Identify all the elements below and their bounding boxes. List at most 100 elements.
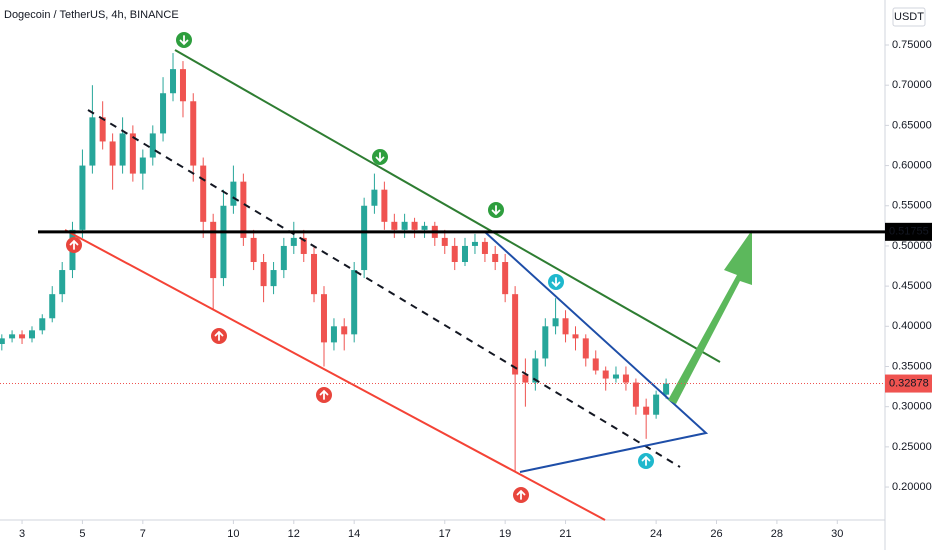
candle-body: [200, 165, 207, 222]
candle-body: [290, 237, 297, 246]
x-tick-label: 3: [19, 528, 25, 540]
candle-body: [19, 334, 26, 339]
last-price-box: [885, 374, 932, 393]
x-tick-label: 12: [288, 528, 300, 540]
icons: [66, 32, 654, 503]
candle-body: [492, 253, 499, 263]
mid-line: [87, 109, 681, 468]
candle-body: [250, 237, 257, 263]
candle-body: [401, 221, 408, 230]
candle-body: [381, 189, 388, 222]
candle-body: [542, 326, 549, 359]
candle-body: [582, 338, 589, 359]
level-box: [885, 222, 932, 241]
wedge: [484, 231, 709, 473]
candle-body: [240, 181, 247, 238]
candle-body: [632, 382, 639, 407]
y-tick-label: 0.45000: [892, 280, 932, 292]
x-tick-label: 17: [439, 528, 451, 540]
candle-body: [119, 133, 126, 166]
x-tick-label: 10: [227, 528, 239, 540]
signal-arrow: [69, 239, 79, 250]
level-label: 0.51755: [889, 226, 929, 238]
candle-body: [330, 326, 337, 343]
candle-body: [592, 358, 599, 371]
candle-body: [311, 253, 318, 295]
candle-body: [562, 318, 569, 335]
candle-body: [270, 270, 277, 287]
currency: USDT: [894, 11, 924, 23]
y-tick-label: 0.75000: [892, 39, 932, 51]
candle-body: [149, 133, 156, 158]
signal-arrow: [214, 330, 224, 341]
candle-body: [79, 165, 86, 230]
y-tick-label: 0.40000: [892, 320, 932, 332]
signal-arrow: [375, 152, 385, 163]
candle-body: [391, 221, 398, 230]
y-tick-label: 0.55000: [892, 200, 932, 212]
arrow: [668, 230, 752, 404]
support-line: [64, 229, 606, 521]
x-tick-label: 14: [348, 528, 360, 540]
candle-body: [179, 69, 186, 102]
candle-body: [280, 245, 287, 271]
x-tick-label: 21: [559, 528, 571, 540]
x-tick-label: 28: [771, 528, 783, 540]
candle-body: [59, 270, 66, 295]
candle-body: [139, 157, 146, 174]
candle-body: [663, 383, 670, 395]
candle-body: [39, 318, 46, 331]
candle-body: [99, 117, 106, 142]
candle-body: [190, 101, 197, 166]
candle-body: [471, 241, 478, 246]
candle-body: [552, 318, 559, 327]
x-tick-label: 30: [831, 528, 843, 540]
candle-body: [371, 189, 378, 206]
signal-arrow: [491, 205, 501, 216]
candle-body: [170, 69, 177, 94]
x-tick-label: 5: [79, 528, 85, 540]
candle-body: [220, 205, 227, 279]
candle-body: [411, 221, 418, 230]
candle-body: [643, 406, 650, 415]
x-tick-label: 26: [710, 528, 722, 540]
x-tick-label: 24: [650, 528, 662, 540]
candle-body: [129, 133, 136, 174]
y-tick-label: 0.25000: [892, 441, 932, 453]
drawings: [64, 49, 752, 521]
signal-arrow: [179, 35, 189, 46]
candle-body: [522, 374, 529, 383]
candle-body: [502, 262, 509, 295]
candle-body: [512, 294, 519, 375]
signal-arrow: [319, 389, 329, 400]
resistance-line: [174, 49, 721, 363]
signal-arrow: [641, 455, 651, 466]
last-price-label: 0.32878: [889, 377, 929, 389]
candle-body: [230, 181, 237, 206]
candle-body: [351, 270, 358, 335]
candle-body: [481, 241, 488, 254]
candle-body: [451, 245, 458, 263]
candle-body: [572, 334, 579, 339]
y-tick-label: 0.30000: [892, 401, 932, 413]
x-tick-label: 7: [140, 528, 146, 540]
candle-body: [260, 262, 267, 287]
candle-body: [320, 294, 327, 343]
candle-body: [300, 237, 307, 254]
candle-body: [109, 141, 116, 166]
candle-body: [89, 117, 96, 166]
y-tick-label: 0.70000: [892, 79, 932, 91]
candle-body: [210, 221, 217, 279]
candle-body: [0, 338, 5, 344]
candle-body: [361, 205, 368, 271]
candle-body: [461, 245, 468, 263]
x-tick-label: 19: [499, 528, 511, 540]
y-tick-label: 0.20000: [892, 481, 932, 493]
candle-body: [9, 334, 16, 339]
candle-body: [29, 330, 36, 339]
candle-body: [622, 374, 629, 383]
candle-body: [441, 237, 448, 246]
